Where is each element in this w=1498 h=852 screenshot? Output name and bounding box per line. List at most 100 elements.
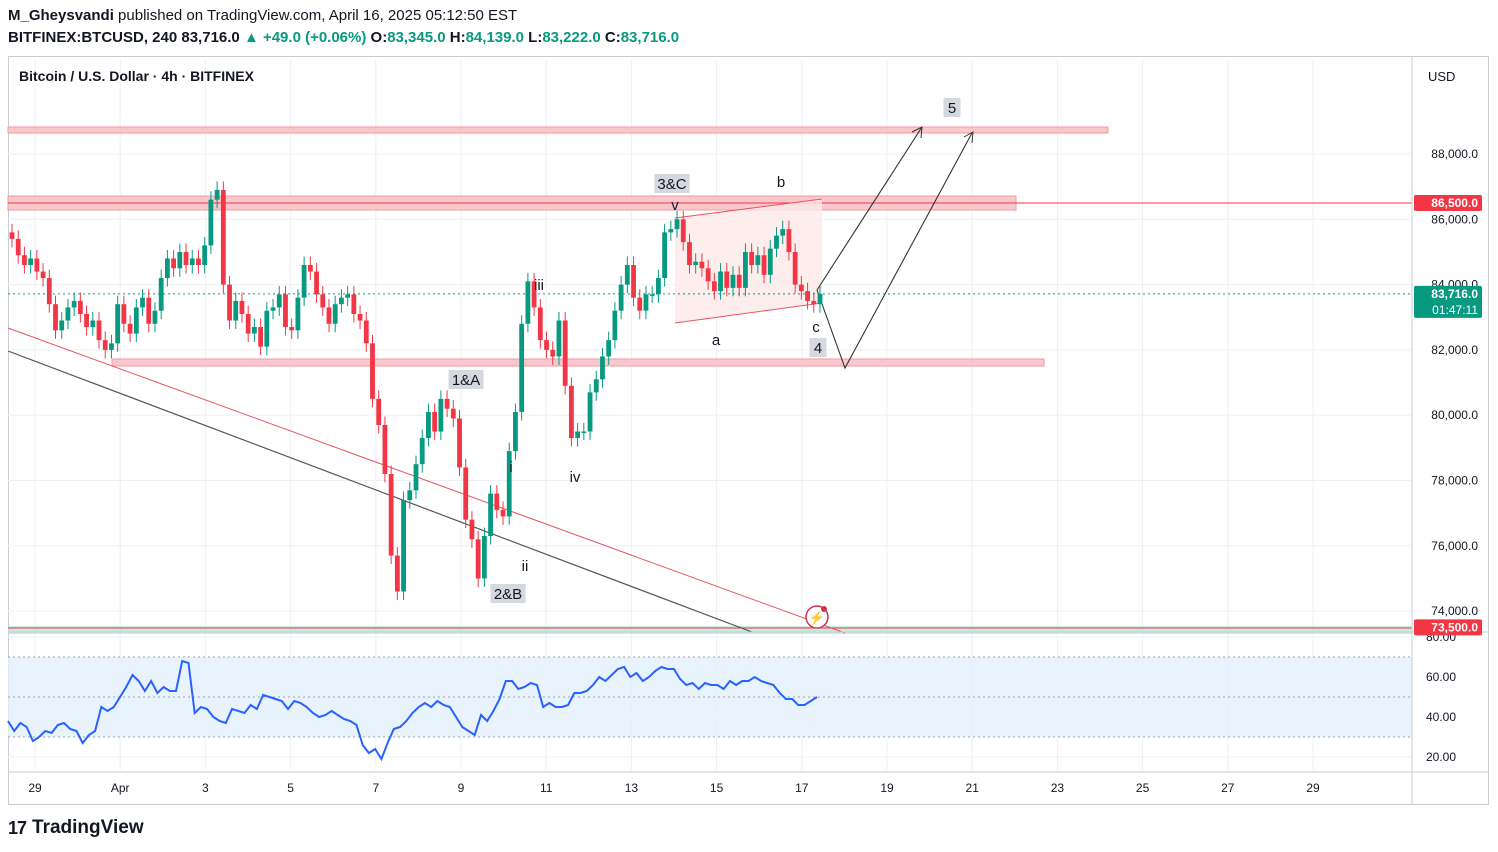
- candle-body: [531, 281, 537, 308]
- grid-lines: [8, 60, 1412, 770]
- wave-label: c: [812, 319, 820, 336]
- x-tick-label: 5: [287, 781, 294, 795]
- price-badge: [1414, 194, 1482, 211]
- rsi-line: [7, 659, 818, 762]
- candle-body: [662, 232, 668, 279]
- candle-body: [15, 238, 21, 256]
- candle-body: [767, 248, 773, 275]
- x-tick-label: 13: [625, 781, 639, 795]
- high-label: H:: [449, 29, 466, 46]
- candle-body: [239, 300, 245, 314]
- x-tick-label: 7: [372, 781, 379, 795]
- candle-body: [755, 255, 761, 266]
- x-tick-label: 29: [28, 781, 42, 795]
- candle-body: [264, 310, 270, 347]
- candle-body: [289, 327, 295, 331]
- candle-body: [568, 385, 574, 439]
- wave-label: 1&A: [452, 372, 480, 389]
- rsi-tick-label: 20.00: [1426, 750, 1456, 764]
- candle-body: [65, 307, 71, 321]
- candle-body: [96, 320, 102, 341]
- candle-body: [9, 232, 15, 239]
- projection-path-b: [816, 126, 923, 291]
- price-badge: [1414, 285, 1482, 318]
- y-tick-label: 88,000.0: [1431, 147, 1478, 161]
- close-label: C:: [604, 29, 621, 46]
- publish-info: M_Gheysvandi published on TradingView.co…: [8, 7, 517, 24]
- candle-body: [811, 300, 817, 305]
- candle-body: [624, 265, 630, 285]
- candle-body: [295, 297, 301, 331]
- author-name[interactable]: M_Gheysvandi: [8, 7, 114, 24]
- candle-body: [426, 411, 431, 439]
- candle-body: [320, 294, 326, 308]
- candle-body: [363, 320, 369, 344]
- candle-body: [28, 258, 34, 266]
- candle-body: [693, 261, 699, 266]
- wave-label-box: [943, 98, 961, 117]
- low-value: 83,222.0: [542, 29, 601, 46]
- candle-body: [612, 310, 618, 341]
- x-tick-label: 29: [1306, 781, 1320, 795]
- candle-body: [457, 418, 462, 468]
- candle-body: [674, 219, 680, 230]
- candle-body: [494, 493, 500, 510]
- chart-frame: [8, 56, 1489, 805]
- tradingview-logo-icon: 17: [8, 817, 27, 838]
- y-tick-label: 80,000.0: [1431, 408, 1478, 422]
- replay-icon-dot: [821, 606, 827, 612]
- x-tick-label: 15: [710, 781, 724, 795]
- candle-body: [432, 411, 438, 432]
- symbol-name[interactable]: BITFINEX:BTCUSD, 240: [8, 29, 178, 46]
- y-tick-label: 78,000.0: [1431, 474, 1478, 488]
- countdown-text: 01:47:11: [1432, 303, 1478, 317]
- candle-body: [649, 294, 655, 296]
- candle-body: [513, 411, 518, 452]
- candle-body: [177, 251, 183, 269]
- open-label: O:: [370, 29, 388, 46]
- candle-body: [382, 424, 388, 474]
- x-tick-label: 9: [458, 781, 465, 795]
- candle-body: [631, 265, 636, 298]
- candle-body: [680, 219, 686, 243]
- candle-body: [171, 258, 176, 269]
- candle-body: [332, 304, 338, 324]
- candle-body: [656, 278, 661, 295]
- wave-label-box: [490, 584, 526, 603]
- candle-body: [587, 392, 593, 432]
- candle-body: [227, 284, 232, 321]
- candle-body: [606, 340, 612, 357]
- projection-path-a: [816, 132, 973, 370]
- candle-body: [301, 265, 307, 298]
- candle-body: [469, 519, 475, 540]
- lightning-icon: ⚡: [809, 610, 825, 626]
- candle-body: [388, 473, 394, 556]
- wave-label: a: [712, 332, 721, 349]
- candle-body: [544, 340, 549, 350]
- candle-body: [59, 320, 65, 331]
- candle-body: [575, 431, 580, 439]
- chart-title: Bitcoin / U.S. Dollar · 4h · BITFINEX: [19, 68, 255, 84]
- x-tick-label: 19: [880, 781, 894, 795]
- candle-body: [736, 274, 742, 288]
- candle-body: [140, 297, 145, 308]
- candle-body: [450, 408, 456, 419]
- y-tick-label: 74,000.0: [1431, 604, 1478, 618]
- candle-body: [102, 340, 108, 350]
- candle-body: [270, 307, 276, 311]
- candle-body: [537, 307, 543, 341]
- y-tick-label: 82,000.0: [1431, 343, 1478, 357]
- candle-body: [127, 323, 133, 334]
- candle-body: [214, 189, 220, 200]
- candle-body: [208, 199, 214, 246]
- candle-body: [158, 278, 164, 311]
- candle-body: [786, 229, 792, 252]
- candle-body: [345, 294, 351, 298]
- candle-body: [488, 493, 493, 537]
- candle-body: [637, 297, 643, 311]
- candle-body: [798, 284, 804, 292]
- price-badge-text: 73,500.0: [1431, 620, 1478, 634]
- currency-label[interactable]: USD: [1428, 69, 1455, 84]
- trend-line-red: [7, 327, 846, 634]
